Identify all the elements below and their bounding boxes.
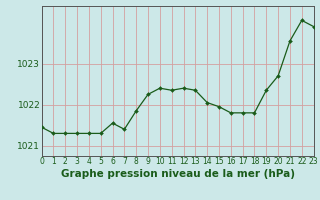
X-axis label: Graphe pression niveau de la mer (hPa): Graphe pression niveau de la mer (hPa) — [60, 169, 295, 179]
